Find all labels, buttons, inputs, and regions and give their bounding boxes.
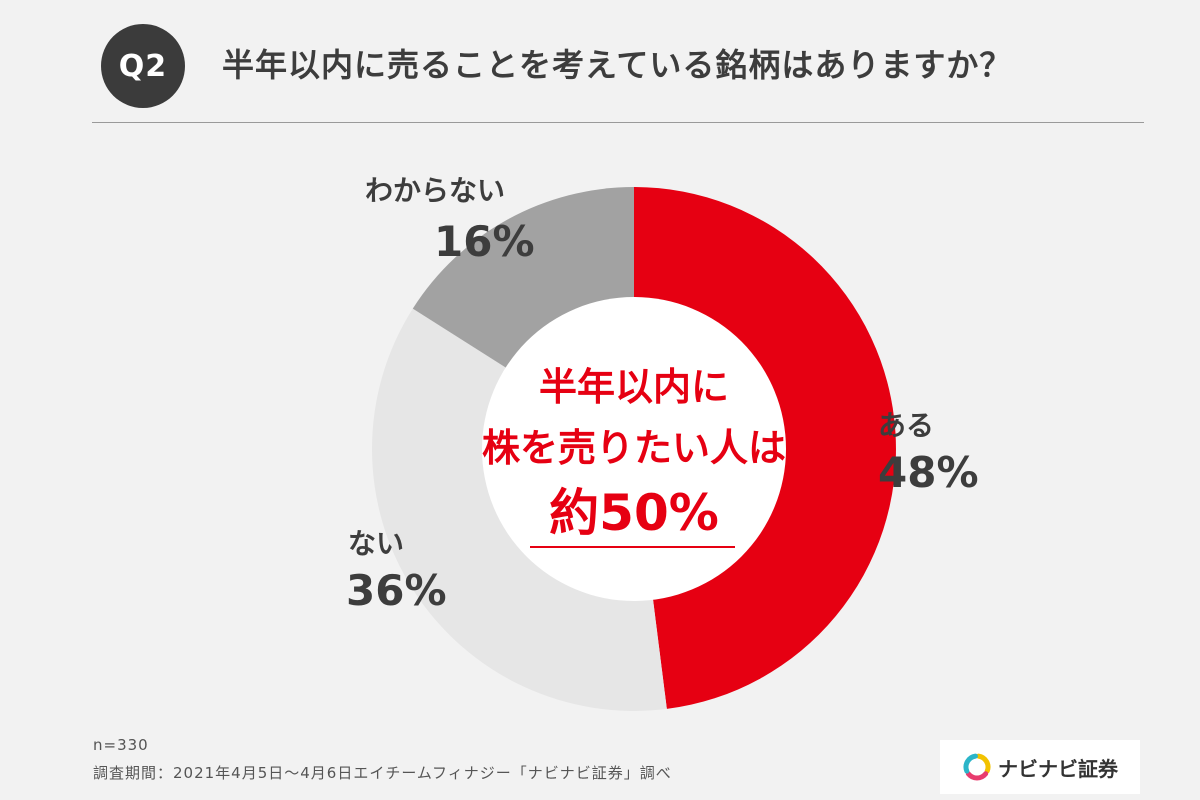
navinavi-ring-logo-icon	[963, 753, 991, 781]
sample-size: n=330	[93, 736, 149, 754]
question-title: 半年以内に売ることを考えている銘柄はありますか？	[222, 46, 1013, 84]
slice-pct-nai: 36%	[346, 566, 447, 615]
header-divider	[92, 122, 1144, 123]
donut-hole	[482, 297, 786, 601]
slice-label-wakaranai: わからない	[365, 174, 505, 207]
survey-note: 調査期間：2021年4月5日〜4月6日エイチームフィナジー「ナビナビ証券」調べ	[93, 764, 672, 782]
slice-label-nai: ない	[348, 527, 404, 560]
navinavi-logo: ナビナビ証券	[940, 740, 1140, 794]
question-badge: Q2	[101, 24, 185, 108]
slice-pct-aru: 48%	[878, 448, 979, 497]
slice-pct-wakaranai: 16%	[434, 217, 535, 266]
center-text-line1: 半年以内に	[539, 365, 729, 409]
center-text-line2: 株を売りたい人は	[482, 426, 786, 470]
slice-label-aru: ある	[878, 409, 934, 442]
center-text-line3: 約50%	[549, 484, 719, 542]
logo-text: ナビナビ証券	[998, 756, 1118, 781]
